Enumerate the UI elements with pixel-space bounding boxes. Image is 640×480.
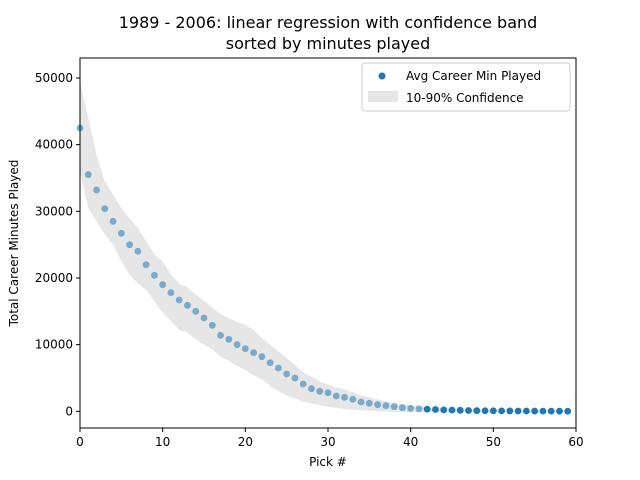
scatter-point — [159, 281, 167, 289]
y-tick-label: 10000 — [35, 338, 73, 352]
legend-label-band: 10-90% Confidence — [406, 91, 524, 105]
scatter-point — [192, 307, 200, 315]
scatter-point — [84, 171, 92, 179]
y-tick-label: 20000 — [35, 271, 73, 285]
scatter-point — [382, 402, 390, 410]
scatter-point — [514, 407, 522, 415]
scatter-point — [258, 353, 266, 361]
legend: Avg Career Min Played 10-90% Confidence — [361, 62, 571, 112]
scatter-point — [93, 186, 100, 194]
scatter-point — [423, 405, 431, 413]
scatter-point — [126, 241, 133, 249]
scatter-point — [316, 387, 324, 395]
scatter-point — [365, 399, 373, 407]
scatter-point — [440, 406, 448, 414]
scatter-point — [332, 392, 340, 400]
scatter-point — [556, 407, 563, 415]
scatter-point — [134, 247, 142, 255]
y-axis-label: Total Career Minutes Played — [7, 160, 21, 328]
legend-marker-band — [368, 91, 398, 102]
scatter-point — [291, 374, 299, 382]
legend-box — [361, 62, 571, 112]
y-tick-label: 50000 — [35, 71, 73, 85]
scatter-point — [357, 398, 365, 406]
scatter-point — [374, 401, 381, 409]
scatter-point — [465, 407, 472, 414]
scatter-point — [448, 406, 456, 414]
scatter-point — [531, 407, 539, 415]
confidence-band — [80, 81, 568, 413]
scatter-point — [481, 407, 489, 415]
plot-frame — [79, 57, 577, 429]
scatter-point — [101, 205, 109, 213]
chart-title: 1989 - 2006: linear regression with conf… — [119, 13, 538, 53]
scatter-point — [283, 370, 291, 378]
x-tick-label: 10 — [155, 435, 170, 449]
scatter-point — [473, 407, 481, 415]
scatter-point — [266, 359, 274, 367]
scatter-point — [407, 404, 415, 412]
scatter-point — [299, 380, 307, 388]
y-tick-label: 40000 — [35, 138, 73, 152]
scatter-point — [275, 364, 282, 372]
scatter-point — [217, 331, 224, 339]
scatter-point — [415, 405, 423, 413]
scatter-point — [399, 404, 406, 412]
y-axis-ticks: 0 10000 20000 30000 40000 50000 — [35, 71, 80, 418]
scatter-point — [109, 217, 117, 225]
scatter-point — [233, 341, 241, 349]
x-tick-label: 20 — [238, 435, 253, 449]
scatter-point — [200, 314, 208, 322]
y-tick-label: 30000 — [35, 204, 73, 218]
plot-area — [76, 57, 577, 429]
scatter-point — [208, 321, 216, 329]
scatter-point — [506, 407, 514, 415]
legend-label-points: Avg Career Min Played — [406, 69, 541, 83]
chart-title-line-1: 1989 - 2006: linear regression with conf… — [119, 13, 538, 32]
x-tick-label: 30 — [320, 435, 335, 449]
x-tick-label: 0 — [76, 435, 84, 449]
chart-title-line-2: sorted by minutes played — [226, 34, 431, 53]
scatter-point — [349, 395, 357, 403]
scatter-point — [523, 407, 530, 415]
scatter-point — [390, 403, 398, 411]
scatter-point — [324, 389, 332, 397]
y-tick-label: 0 — [65, 404, 73, 418]
scatter-point — [432, 406, 439, 413]
x-axis-label: Pick # — [309, 455, 347, 469]
x-tick-label: 60 — [568, 435, 583, 449]
scatter-point — [225, 335, 233, 343]
scatter-point — [184, 301, 191, 309]
x-axis-ticks: 0 10 20 30 40 50 60 — [76, 428, 584, 449]
scatter-point — [341, 393, 348, 401]
scatter-point — [308, 385, 315, 393]
scatter-point — [564, 407, 572, 415]
scatter-point — [547, 407, 555, 415]
scatter-point — [175, 296, 183, 304]
scatter-point — [498, 407, 505, 415]
scatter-point — [489, 407, 497, 415]
legend-marker-points — [378, 72, 386, 80]
scatter-point — [539, 407, 547, 415]
scatter-point — [456, 406, 464, 414]
scatter-point — [151, 271, 158, 279]
x-tick-label: 50 — [486, 435, 501, 449]
x-tick-label: 40 — [403, 435, 418, 449]
scatter-point — [117, 229, 125, 237]
scatter-point — [167, 289, 175, 297]
scatter-point — [250, 349, 257, 357]
scatter-point — [142, 261, 150, 269]
scatter-points — [76, 124, 572, 415]
scatter-point — [241, 345, 249, 353]
